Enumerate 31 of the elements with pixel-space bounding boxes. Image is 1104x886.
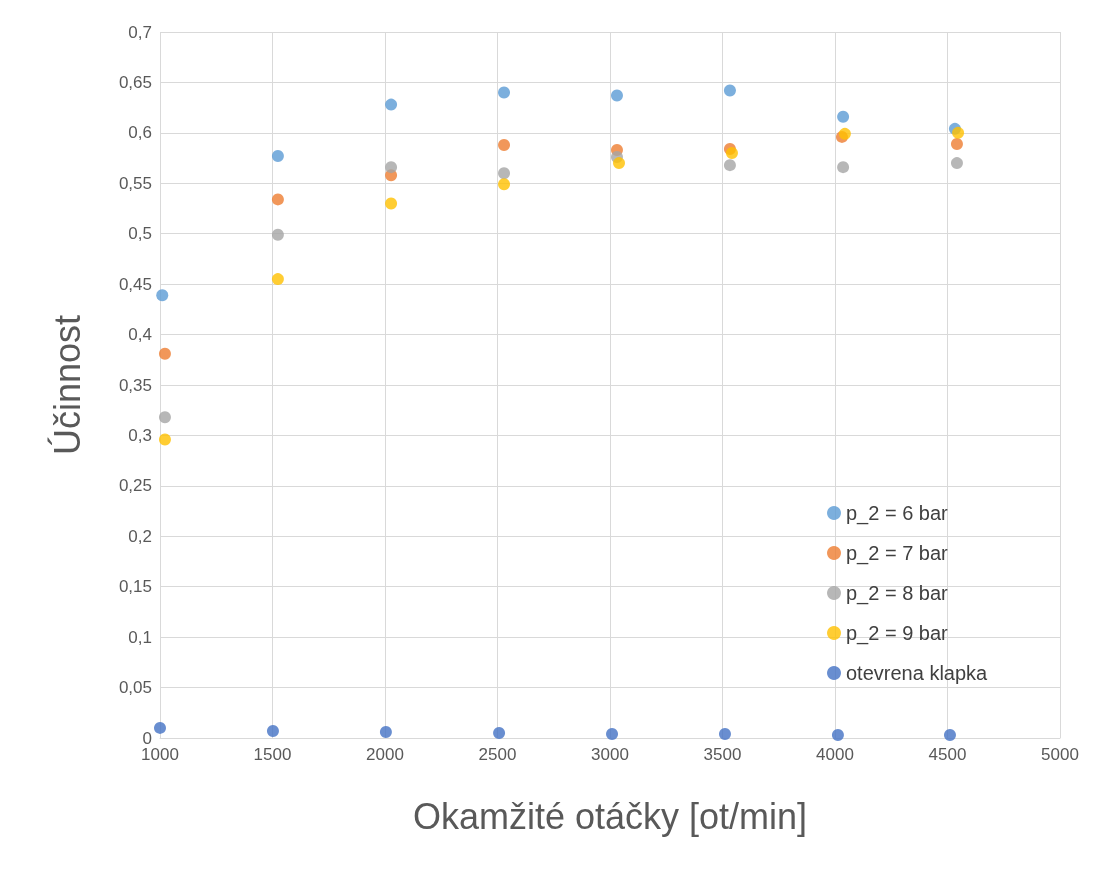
x-axis-title: Okamžité otáčky [ot/min] (412, 795, 808, 837)
y-tick-label: 0,15 (118, 577, 152, 597)
x-tick-label: 4000 (816, 745, 854, 764)
y-tick-label: 0,25 (118, 476, 152, 496)
y-tick-label: 0 (142, 728, 152, 748)
x-tick-label: 3500 (703, 745, 742, 764)
y-tick-label: 0,65 (118, 72, 152, 92)
legend-label: p_2 = 9 bar (846, 622, 949, 645)
x-tick-label: 1500 (253, 745, 292, 764)
legend-label: p_2 = 6 bar (846, 502, 949, 525)
x-tick-label: 5000 (1041, 745, 1079, 764)
y-tick-label: 0,3 (128, 425, 152, 445)
x-tick-label: 2500 (478, 745, 517, 764)
x-tick-label: 2000 (366, 745, 404, 764)
y-tick-label: 0,2 (128, 526, 152, 546)
y-tick-label: 0,05 (118, 678, 152, 698)
legend-label: p_2 = 7 bar (846, 542, 949, 565)
x-tick-label: 1000 (141, 745, 179, 764)
legend-label: p_2 = 8 bar (846, 582, 949, 605)
y-tick-label: 0,5 (128, 224, 152, 244)
y-tick-label: 0,45 (118, 274, 152, 294)
y-tick-label: 0,4 (128, 325, 152, 345)
y-tick-label: 0,6 (128, 123, 152, 143)
legend-label: otevrena klapka (846, 662, 989, 684)
y-tick-label: 0,35 (118, 375, 152, 395)
y-tick-label: 0,7 (128, 22, 152, 42)
x-tick-label: 4500 (928, 745, 967, 764)
y-axis-title: Účinnost (46, 314, 88, 456)
x-tick-label: 3000 (591, 745, 629, 764)
y-tick-label: 0,1 (128, 627, 152, 647)
y-tick-label: 0,55 (118, 173, 152, 193)
